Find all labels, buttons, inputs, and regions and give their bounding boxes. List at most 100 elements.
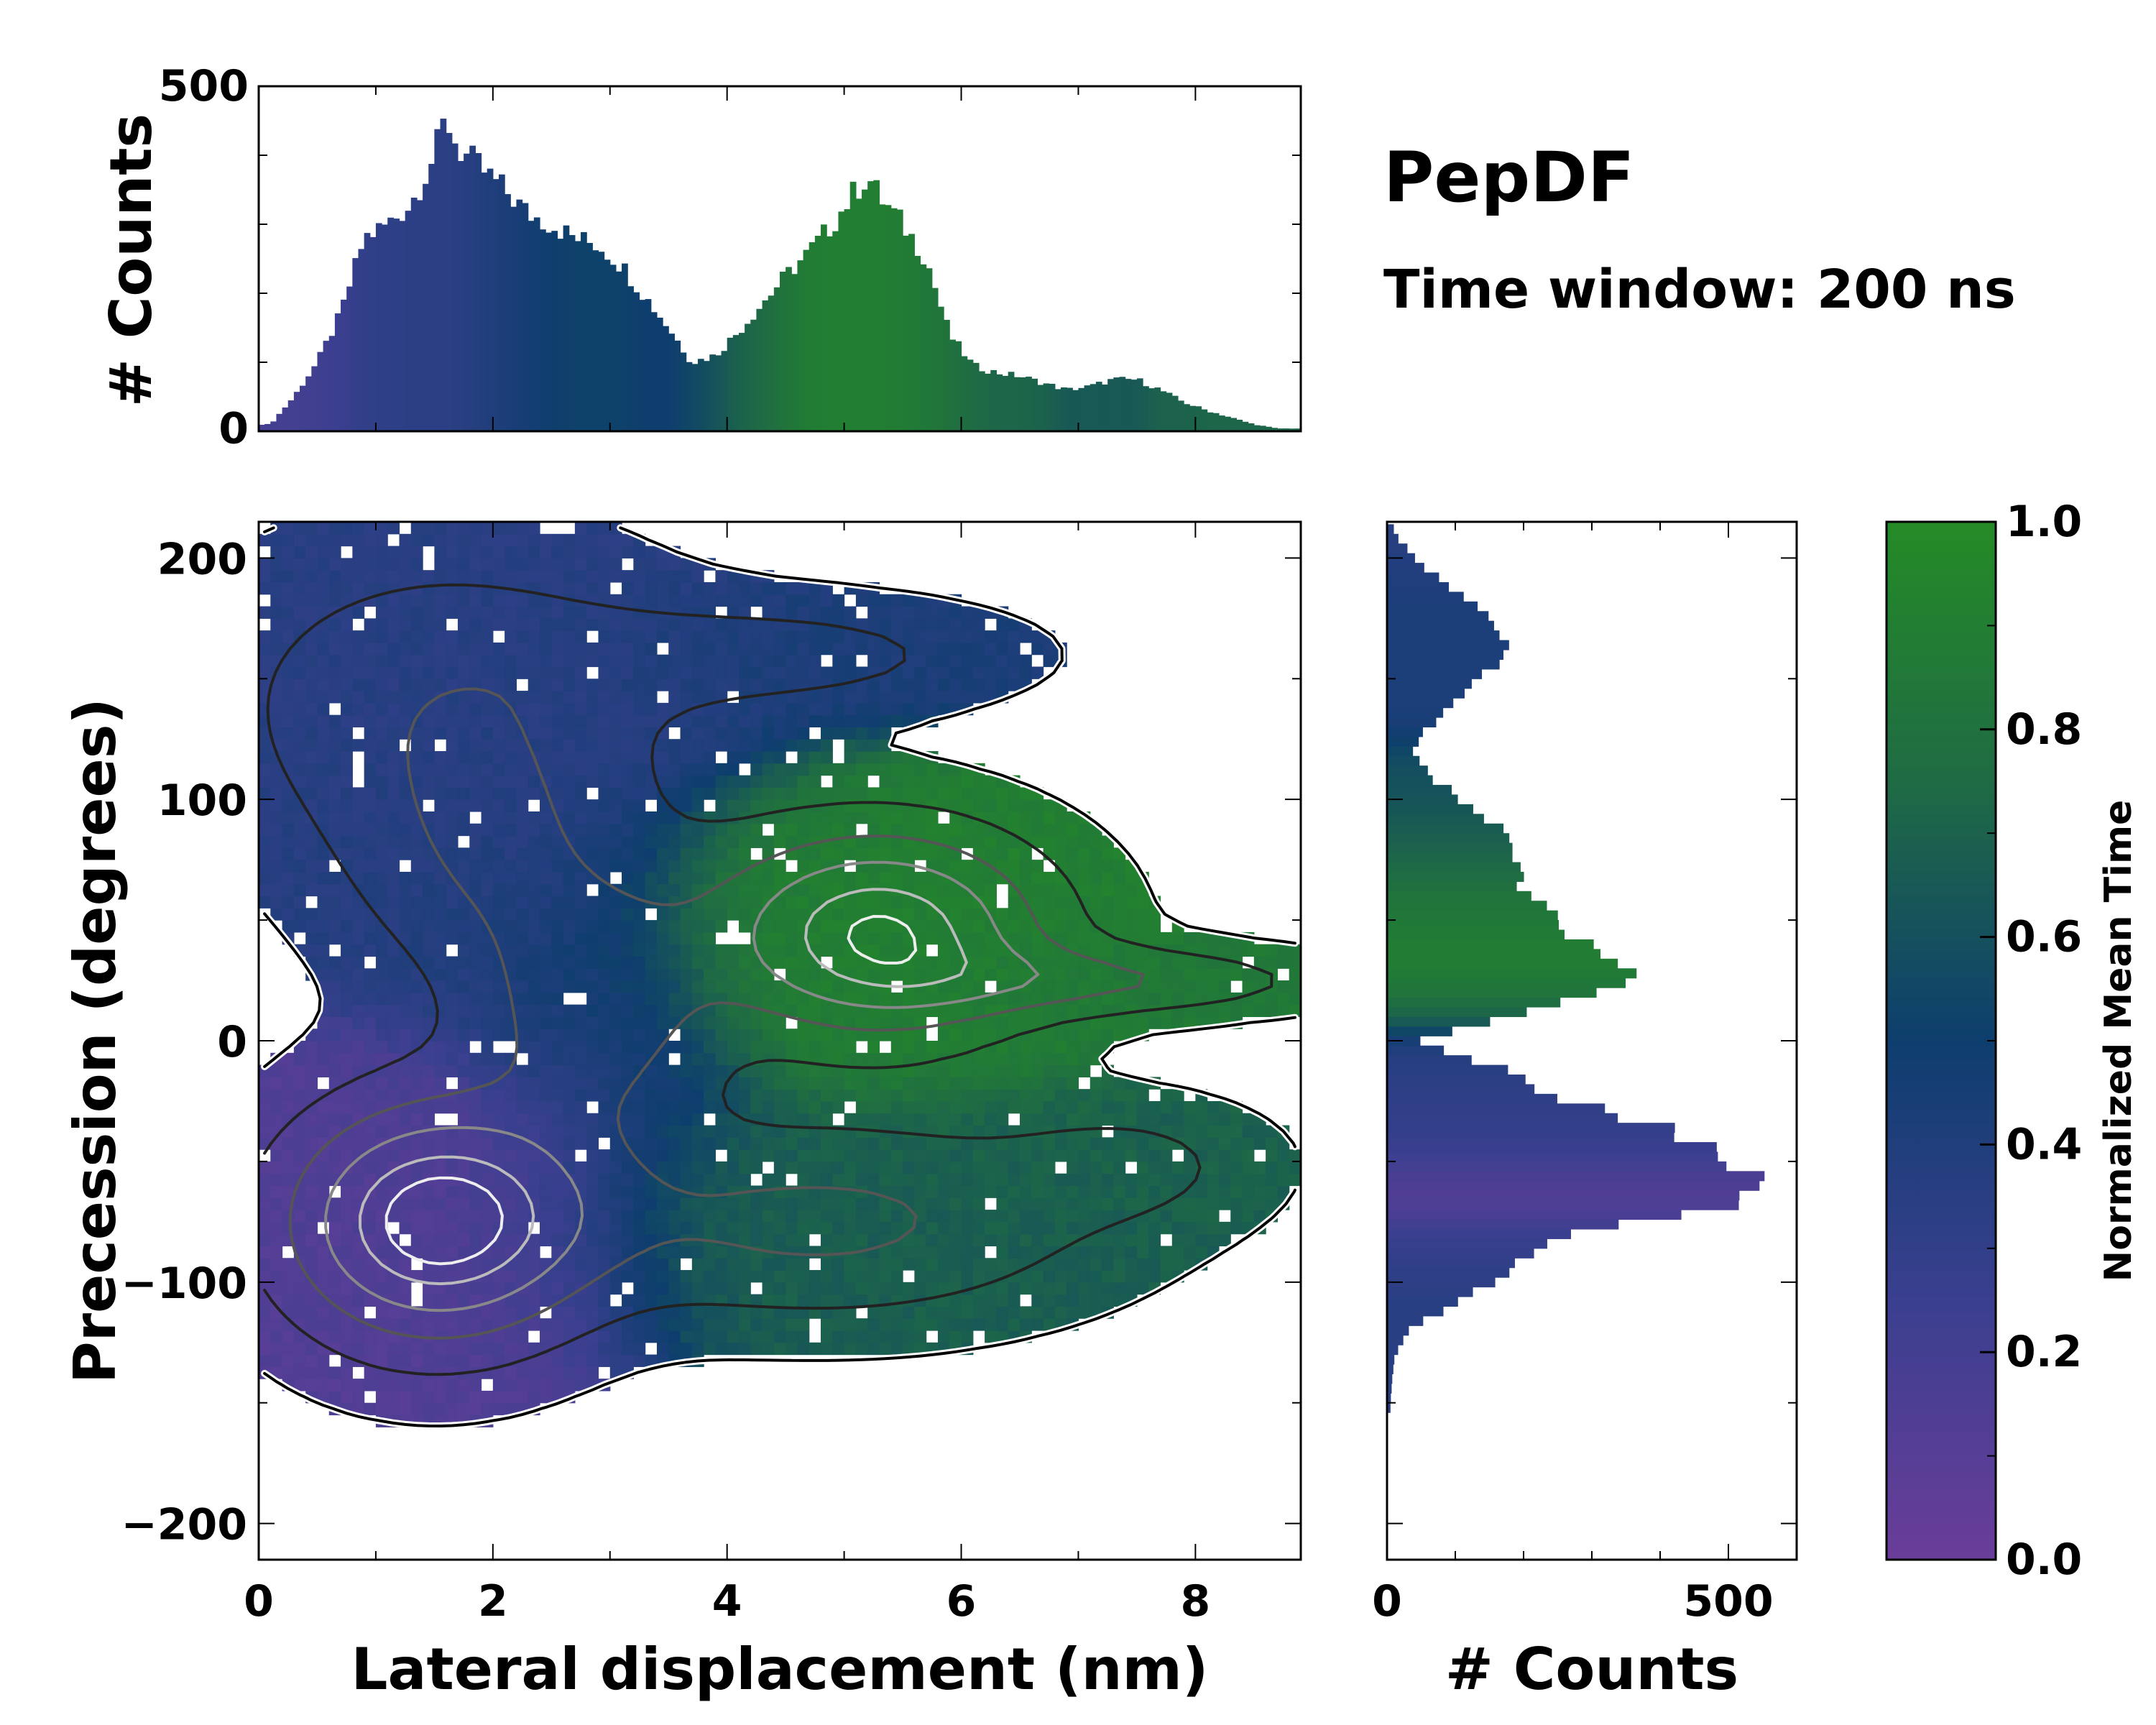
heatmap-cell (903, 1185, 915, 1198)
heatmap-cell (1067, 1258, 1079, 1271)
heatmap-cell (855, 1210, 868, 1223)
heatmap-cell (457, 1354, 470, 1367)
heatmap-cell (469, 1379, 482, 1392)
heatmap-cell (949, 606, 962, 619)
heatmap-cell (996, 1318, 1009, 1331)
heatmap-cell (903, 1318, 915, 1331)
heatmap-cell (410, 1379, 423, 1392)
heatmap-cell (656, 1004, 669, 1018)
heatmap-cell (855, 908, 868, 921)
heatmap-cell (879, 1282, 892, 1295)
heatmap-cell (1125, 1270, 1138, 1283)
heatmap-cell (1089, 896, 1102, 908)
heatmap-cell (399, 1221, 412, 1235)
heatmap-cell (293, 871, 306, 885)
heatmap-cell (691, 618, 704, 631)
heatmap-cell (1019, 1100, 1032, 1114)
heatmap-cell (680, 642, 693, 656)
heatmap-cell (270, 908, 283, 921)
heatmap-cell (985, 642, 998, 656)
heatmap-cell (410, 606, 423, 619)
heatmap-cell (855, 956, 868, 969)
heatmap-cell (937, 763, 950, 776)
heatmap-cell (972, 908, 985, 921)
heatmap-cell (317, 751, 330, 764)
heatmap-cell (457, 642, 470, 656)
top-hist-bar (457, 161, 464, 431)
heatmap-cell (1054, 1029, 1067, 1041)
heatmap-cell (399, 1029, 412, 1041)
heatmap-cell (574, 883, 587, 897)
heatmap-cell (949, 1064, 962, 1077)
heatmap-cell (457, 1233, 470, 1247)
top-hist-bar (704, 361, 710, 431)
heatmap-cell (446, 1246, 459, 1259)
heatmap-cell (505, 1100, 517, 1114)
heatmap-cell (469, 980, 482, 993)
heatmap-cell (972, 871, 985, 885)
heatmap-cell (481, 1052, 494, 1066)
heatmap-cell (259, 1282, 271, 1295)
heatmap-cell (633, 1100, 646, 1114)
heatmap-cell (926, 763, 939, 776)
heatmap-cell (1102, 1149, 1114, 1162)
top-hist-bar (786, 267, 792, 431)
heatmap-cell (410, 618, 423, 631)
heatmap-cell (540, 1173, 552, 1187)
heatmap-cell (293, 847, 306, 860)
heatmap-cell (903, 606, 915, 619)
heatmap-cell (352, 835, 365, 848)
heatmap-cell (867, 1282, 880, 1295)
heatmap-cell (341, 1197, 353, 1210)
heatmap-cell (715, 1041, 728, 1054)
top-hist-bar (773, 287, 780, 431)
heatmap-cell (574, 908, 587, 921)
heatmap-cell (375, 1113, 388, 1126)
heatmap-cell (691, 956, 704, 969)
heatmap-cell (622, 1221, 634, 1235)
heatmap-cell (1008, 1282, 1021, 1295)
heatmap-cell (609, 775, 622, 788)
heatmap-cell (516, 980, 529, 993)
heatmap-cell (563, 1016, 576, 1029)
heatmap-cell (786, 1270, 798, 1283)
heatmap-cell (656, 1089, 669, 1102)
heatmap-cell (691, 1137, 704, 1150)
heatmap-cell (1043, 908, 1056, 921)
heatmap-cell (1043, 1210, 1056, 1223)
heatmap-cell (691, 1089, 704, 1102)
top-hist-bar (1125, 379, 1132, 431)
heatmap-cell (540, 654, 552, 668)
heatmap-cell (691, 581, 704, 595)
heatmap-cell (1078, 1210, 1091, 1223)
top-hist-bar (656, 317, 663, 431)
heatmap-cell (457, 968, 470, 981)
heatmap-cell (937, 932, 950, 945)
heatmap-cell (1253, 1173, 1266, 1187)
heatmap-cell (423, 775, 435, 788)
heatmap-cell (1031, 811, 1044, 824)
heatmap-cell (738, 944, 751, 957)
top-hist-bar (557, 239, 564, 431)
heatmap-cell (855, 1100, 868, 1114)
heatmap-cell (855, 1029, 868, 1041)
heatmap-cell (563, 727, 576, 740)
heatmap-cell (715, 980, 728, 993)
heatmap-cell (375, 1077, 388, 1090)
heatmap-cell (996, 1294, 1009, 1307)
heatmap-cell (773, 920, 786, 933)
heatmap-cell (574, 630, 587, 643)
heatmap-cell (903, 1330, 915, 1343)
heatmap-cell (505, 1089, 517, 1102)
heatmap-cell (704, 860, 716, 873)
heatmap-cell (633, 1064, 646, 1077)
heatmap-cell (1148, 968, 1161, 981)
heatmap-cell (364, 666, 377, 679)
heatmap-cell (691, 714, 704, 728)
heatmap-cell (375, 630, 388, 643)
heatmap-cell (352, 666, 365, 679)
heatmap-cell (399, 968, 412, 981)
heatmap-cell (797, 581, 810, 595)
heatmap-cell (364, 1210, 377, 1223)
heatmap-cell (808, 1210, 821, 1223)
